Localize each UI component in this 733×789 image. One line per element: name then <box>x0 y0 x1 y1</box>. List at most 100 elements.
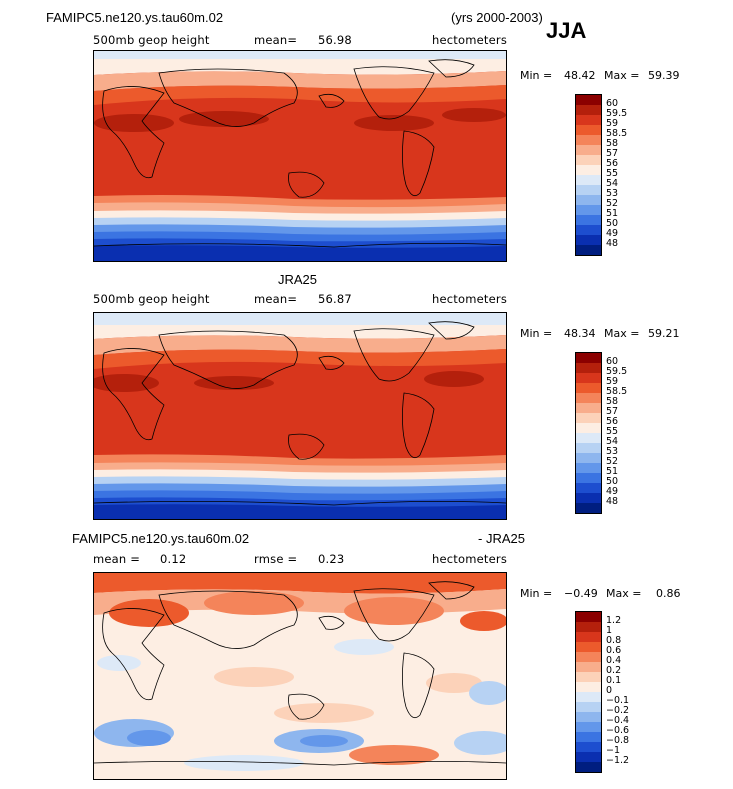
colorbar-swatch <box>576 165 601 175</box>
panel2-units-label: hectometers <box>432 292 508 306</box>
colorbar-tick-label: 56 <box>606 416 619 427</box>
panel3-map <box>93 572 507 780</box>
colorbar-swatch <box>576 712 601 722</box>
colorbar-tick-label: 48 <box>606 238 619 249</box>
colorbar-swatch <box>576 612 601 622</box>
colorbar-tick-label: 50 <box>606 218 619 229</box>
case-name-title: FAMIPC5.ne120.ys.tau60m.02 <box>46 10 224 25</box>
colorbar-swatch <box>576 463 601 473</box>
colorbar-swatch <box>576 155 601 165</box>
colorbar-swatch <box>576 453 601 463</box>
panel2-mean-value: 56.87 <box>318 292 352 306</box>
colorbar-swatch <box>576 383 601 393</box>
panel3-title-left: FAMIPC5.ne120.ys.tau60m.02 <box>72 531 250 546</box>
colorbar-tick-label: 49 <box>606 486 619 497</box>
panel3-max-label: Max = <box>606 587 642 600</box>
panel1-contour-field <box>94 51 506 261</box>
colorbar-tick-label: 60 <box>606 356 619 367</box>
panel3-rmse-value: 0.23 <box>318 552 345 566</box>
colorbar-tick-label: 1 <box>606 625 613 636</box>
colorbar-swatches <box>575 611 602 773</box>
colorbar-tick-label: 0.4 <box>606 655 622 666</box>
colorbar-swatch <box>576 762 601 772</box>
panel3-max-value: 0.86 <box>656 587 681 600</box>
colorbar-tick-label: 49 <box>606 228 619 239</box>
colorbar-swatch <box>576 145 601 155</box>
colorbar-tick-label: 52 <box>606 456 619 467</box>
colorbar-swatch <box>576 135 601 145</box>
colorbar-swatch <box>576 752 601 762</box>
panel2-max-value: 59.21 <box>648 327 680 340</box>
colorbar-tick-label: 48 <box>606 496 619 507</box>
colorbar-swatch <box>576 105 601 115</box>
colorbar-tick-label: −0.2 <box>606 705 630 716</box>
panel1-mean-value: 56.98 <box>318 33 352 47</box>
colorbar-swatch <box>576 403 601 413</box>
colorbar-tick-label: 58 <box>606 138 619 149</box>
colorbar-swatch <box>576 125 601 135</box>
colorbar-swatch <box>576 692 601 702</box>
colorbar-swatch <box>576 205 601 215</box>
colorbar-swatch <box>576 373 601 383</box>
colorbar-swatch <box>576 433 601 443</box>
panel3-title-right: - JRA25 <box>478 531 525 546</box>
colorbar-tick-label: −0.8 <box>606 735 630 746</box>
colorbar-swatch <box>576 185 601 195</box>
colorbar-tick-label: 0.2 <box>606 665 622 676</box>
colorbar-tick-label: 59.5 <box>606 108 628 119</box>
panel3-units-label: hectometers <box>432 552 508 566</box>
colorbar-swatch <box>576 622 601 632</box>
colorbar-tick-label: −0.1 <box>606 695 630 706</box>
colorbar-tick-label: 1.2 <box>606 615 622 626</box>
colorbar-tick-label: 57 <box>606 148 619 159</box>
colorbar-swatch <box>576 393 601 403</box>
colorbar-tick-label: 59 <box>606 118 619 129</box>
colorbar-tick-label: 55 <box>606 426 619 437</box>
colorbar-swatch <box>576 413 601 423</box>
colorbar-swatch <box>576 503 601 513</box>
colorbar-tick-label: −0.6 <box>606 725 630 736</box>
colorbar-tick-label: −1 <box>606 745 621 756</box>
colorbar-swatch <box>576 353 601 363</box>
colorbar-tick-label: 54 <box>606 178 619 189</box>
colorbar-swatch <box>576 722 601 732</box>
colorbar-tick-label: 0.8 <box>606 635 622 646</box>
colorbar-tick-label: 50 <box>606 476 619 487</box>
panel1-map <box>93 50 507 262</box>
panel3-mean-value: 0.12 <box>160 552 187 566</box>
colorbar-tick-label: 58 <box>606 396 619 407</box>
colorbar-tick-label: 59.5 <box>606 366 628 377</box>
panel3-rmse-label: rmse = <box>254 552 298 566</box>
panel1-max-value: 59.39 <box>648 69 680 82</box>
colorbar-tick-label: 53 <box>606 446 619 457</box>
colorbar-tick-label: 51 <box>606 208 619 219</box>
colorbar-tick-label: 55 <box>606 168 619 179</box>
colorbar-swatch <box>576 423 601 433</box>
colorbar-tick-label: 51 <box>606 466 619 477</box>
panel1-field-label: 500mb geop height <box>93 33 210 47</box>
panel3-contour-field <box>94 573 506 779</box>
panel2-max-label: Max = <box>604 327 640 340</box>
colorbar-swatch <box>576 672 601 682</box>
colorbar-swatch <box>576 682 601 692</box>
colorbar-tick-label: 0 <box>606 685 613 696</box>
colorbar-tick-label: 0.6 <box>606 645 622 656</box>
colorbar-swatch <box>576 235 601 245</box>
panel3-min-label: Min = <box>520 587 553 600</box>
colorbar-tick-label: −0.4 <box>606 715 630 726</box>
panel1-min-value: 48.42 <box>564 69 596 82</box>
colorbar-tick-label: 59 <box>606 376 619 387</box>
panel1-units-label: hectometers <box>432 33 508 47</box>
colorbar-swatch <box>576 652 601 662</box>
colorbar-tick-label: 58.5 <box>606 386 628 397</box>
panel2-title: JRA25 <box>278 272 318 287</box>
panel2-mean-label: mean= <box>254 292 298 306</box>
panel1-mean-label: mean= <box>254 33 298 47</box>
panel2-min-label: Min = <box>520 327 553 340</box>
colorbar-swatch <box>576 363 601 373</box>
colorbar-swatch <box>576 732 601 742</box>
colorbar-tick-label: 56 <box>606 158 619 169</box>
panel1-max-label: Max = <box>604 69 640 82</box>
colorbar-swatch <box>576 245 601 255</box>
colorbar-swatch <box>576 742 601 752</box>
